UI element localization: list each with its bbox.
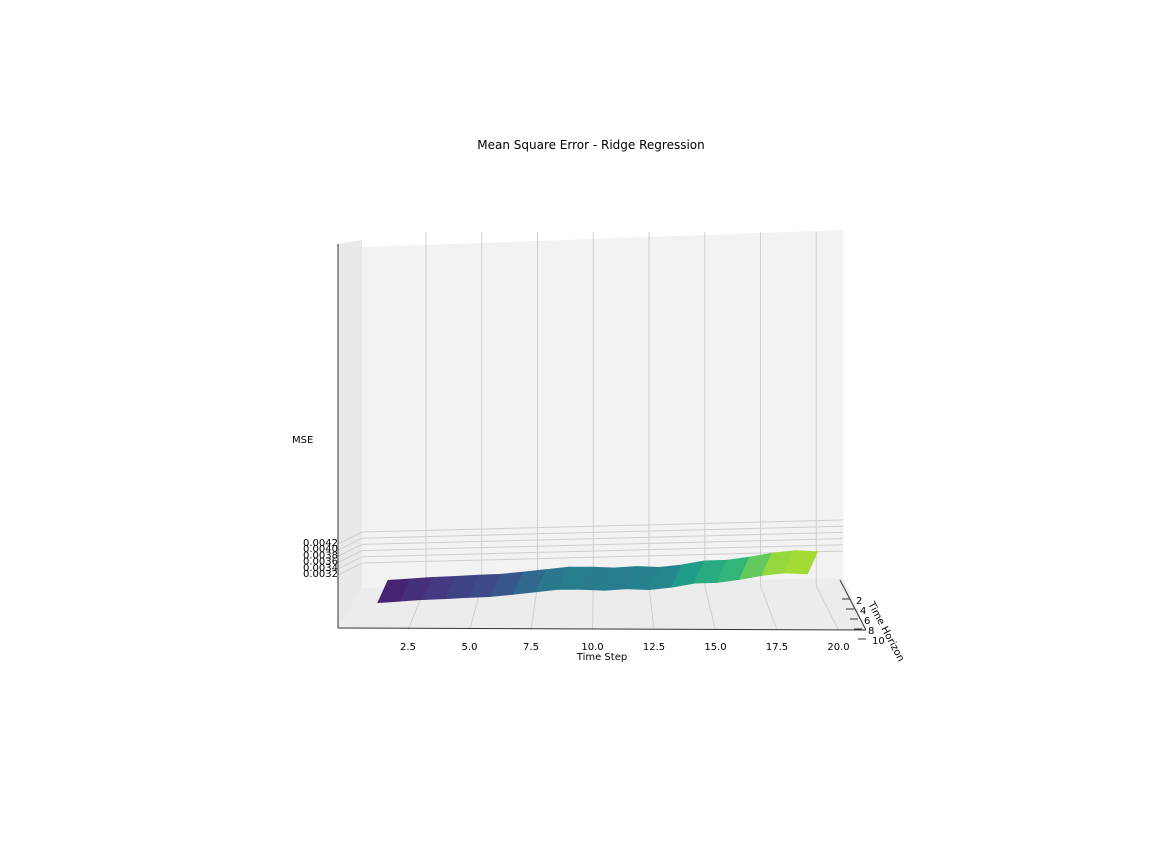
z-tick-label: 0.0034 bbox=[303, 563, 338, 574]
grid-lines bbox=[337, 232, 844, 631]
grid-line-z bbox=[361, 531, 844, 545]
left-pane bbox=[338, 240, 362, 628]
z-tick-label: 0.0036 bbox=[303, 557, 338, 568]
grid-line-z bbox=[361, 538, 844, 552]
x-axis-label: Time Step bbox=[576, 652, 627, 663]
x-ticks: 2.5 5.0 7.5 10.0 12.5 15.0 17.5 20.0 bbox=[400, 642, 850, 653]
x-tick-label: 20.0 bbox=[827, 642, 849, 653]
z-tick-label: 0.0038 bbox=[303, 550, 338, 561]
y-axis-line bbox=[839, 579, 867, 631]
grid-line-floor bbox=[592, 585, 594, 631]
x-tick-label: 2.5 bbox=[400, 642, 416, 653]
grid-line-z-left bbox=[337, 556, 363, 570]
x-tick-label: 17.5 bbox=[766, 642, 788, 653]
y-tick-label: 10 bbox=[872, 636, 885, 647]
grid-line-z bbox=[361, 544, 844, 558]
y-tick-label: 4 bbox=[860, 606, 866, 617]
grid-line-z-left bbox=[337, 543, 363, 557]
grid-line-floor bbox=[815, 585, 839, 631]
grid-line-floor bbox=[530, 585, 538, 631]
grid-line-z bbox=[361, 525, 844, 539]
surface-facet bbox=[784, 550, 819, 575]
y-tick-label: 8 bbox=[868, 626, 874, 637]
z-axis-label: MSE bbox=[292, 435, 313, 446]
back-pane bbox=[338, 230, 843, 628]
y-tick-label: 6 bbox=[864, 616, 870, 627]
x-tick-label: 7.5 bbox=[523, 642, 539, 653]
x-tick-label: 5.0 bbox=[462, 642, 478, 653]
axes bbox=[337, 244, 867, 631]
x-axis-line bbox=[337, 627, 867, 631]
grid-line-z bbox=[361, 550, 844, 564]
grid-line-floor bbox=[760, 585, 778, 631]
z-tick-label: 0.0032 bbox=[303, 569, 338, 580]
grid-line-z-left bbox=[337, 562, 363, 576]
y-tick-label: 2 bbox=[856, 596, 862, 607]
x-tick-label: 10.0 bbox=[581, 642, 603, 653]
grid-line-z-left bbox=[337, 531, 363, 545]
x-tick-label: 15.0 bbox=[704, 642, 726, 653]
x-tick-label: 12.5 bbox=[643, 642, 665, 653]
grid-line-z-left bbox=[337, 537, 363, 551]
grid-line-floor bbox=[648, 585, 655, 631]
grid-line-floor bbox=[704, 585, 716, 631]
surface-plot bbox=[377, 550, 819, 604]
z-tick-label: 0.0042 bbox=[303, 538, 338, 549]
z-tick-label: 0.0040 bbox=[303, 544, 338, 555]
grid-line-z bbox=[361, 519, 844, 533]
chart-title: Mean Square Error - Ridge Regression bbox=[477, 138, 705, 152]
grid-line-z-left bbox=[337, 550, 363, 564]
